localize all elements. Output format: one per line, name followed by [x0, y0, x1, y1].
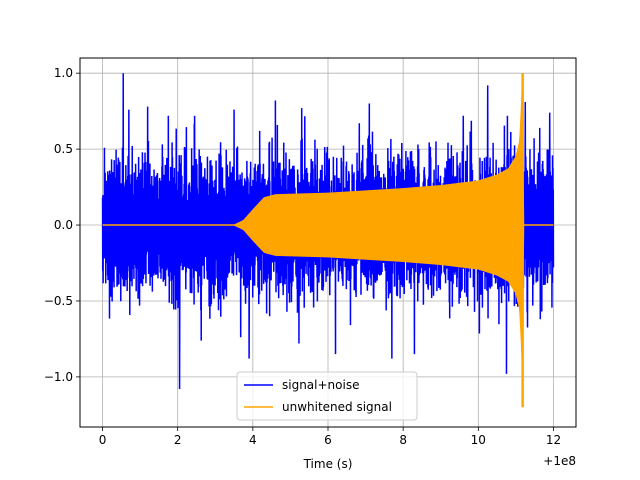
x-tick-label: 10	[471, 433, 486, 447]
x-tick-label: 8	[399, 433, 407, 447]
x-axis-label: Time (s)	[303, 457, 353, 471]
y-tick-label: 1.0	[54, 66, 73, 80]
y-tick-label: −0.5	[44, 294, 73, 308]
x-axis-offset-label: +1e8	[543, 454, 576, 468]
y-tick-label: 0.0	[54, 218, 73, 232]
x-tick-label: 0	[99, 433, 107, 447]
x-tick-label: 4	[249, 433, 257, 447]
legend-label-unwhitened-signal: unwhitened signal	[282, 400, 392, 414]
ticks: 0 2 4 6 8 10 12 −1.0 −0.5 0.0 0.5 1.0	[44, 66, 561, 447]
legend: signal+noise unwhitened signal	[236, 371, 418, 421]
x-tick-label: 6	[324, 433, 332, 447]
legend-frame	[236, 371, 418, 421]
x-tick-label: 2	[174, 433, 182, 447]
x-tick-label: 12	[546, 433, 561, 447]
plot-area	[101, 73, 555, 408]
y-tick-label: 0.5	[54, 142, 73, 156]
y-tick-label: −1.0	[44, 370, 73, 384]
legend-label-signal-noise: signal+noise	[282, 378, 359, 392]
